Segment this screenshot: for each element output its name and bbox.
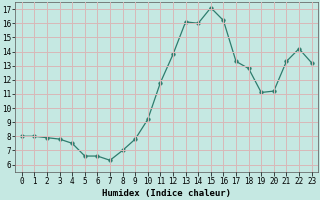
X-axis label: Humidex (Indice chaleur): Humidex (Indice chaleur): [102, 189, 231, 198]
